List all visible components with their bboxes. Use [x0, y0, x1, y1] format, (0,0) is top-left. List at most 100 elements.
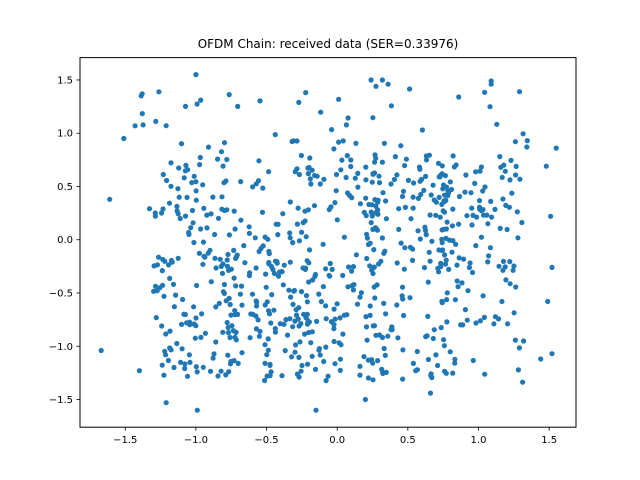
- data-point: [378, 258, 384, 264]
- data-point: [469, 205, 475, 211]
- data-point: [199, 311, 205, 317]
- data-point: [368, 209, 374, 215]
- data-point: [231, 247, 237, 253]
- y-tick-label: −1.5: [49, 395, 73, 406]
- data-point: [340, 272, 346, 279]
- data-point: [296, 305, 302, 311]
- data-point: [232, 308, 238, 314]
- data-point: [421, 187, 427, 193]
- data-point: [394, 260, 400, 266]
- data-point: [152, 213, 158, 219]
- data-point: [355, 170, 361, 176]
- data-point: [175, 186, 181, 192]
- data-point: [316, 291, 322, 297]
- data-point: [208, 279, 214, 285]
- data-point: [456, 193, 463, 200]
- data-point: [383, 216, 389, 222]
- data-point: [228, 312, 234, 318]
- data-point: [364, 255, 370, 262]
- data-point: [200, 239, 207, 245]
- x-tick-label: −0.5: [254, 435, 278, 446]
- data-point: [492, 314, 498, 320]
- data-point: [272, 258, 279, 264]
- data-point: [233, 337, 239, 343]
- data-point: [423, 173, 429, 179]
- data-point: [363, 177, 369, 183]
- data-point: [249, 291, 256, 297]
- data-point: [230, 328, 236, 334]
- data-point: [363, 195, 369, 201]
- data-point: [226, 232, 232, 238]
- data-point: [296, 354, 302, 360]
- data-point: [237, 291, 243, 297]
- data-point: [454, 262, 460, 268]
- data-point: [268, 320, 274, 326]
- data-point: [439, 300, 445, 306]
- x-axis: −1.5 −1.0 −0.5 0.0 0.5 1.0 1.5: [113, 427, 557, 446]
- data-point: [410, 194, 416, 200]
- data-point: [305, 361, 311, 367]
- data-point: [160, 171, 166, 178]
- data-point: [258, 245, 264, 252]
- data-point: [292, 349, 298, 355]
- data-point: [337, 356, 343, 362]
- data-point: [254, 303, 260, 309]
- data-point: [520, 131, 526, 137]
- data-point: [422, 224, 428, 230]
- data-point: [170, 281, 177, 287]
- data-point: [306, 260, 312, 266]
- data-point: [224, 207, 230, 213]
- data-point: [284, 332, 291, 338]
- data-point: [373, 225, 379, 231]
- data-point: [329, 266, 335, 272]
- data-point: [480, 188, 486, 194]
- data-point: [182, 361, 188, 367]
- data-point: [271, 270, 277, 277]
- data-point: [160, 206, 166, 212]
- data-point: [450, 206, 456, 212]
- data-point: [223, 298, 229, 304]
- y-tick-label: 0.5: [57, 182, 73, 193]
- data-point: [358, 290, 364, 296]
- data-point: [228, 358, 234, 365]
- data-point: [452, 360, 458, 366]
- data-point: [193, 364, 199, 370]
- data-point: [212, 231, 218, 238]
- data-point: [215, 215, 222, 221]
- data-point: [193, 315, 199, 321]
- data-point: [200, 182, 206, 188]
- data-point: [218, 149, 225, 155]
- data-point: [168, 183, 174, 189]
- data-point: [286, 287, 292, 293]
- data-point: [323, 344, 329, 350]
- data-point: [247, 335, 253, 341]
- data-point: [193, 188, 199, 194]
- data-point: [509, 190, 515, 196]
- data-point: [331, 326, 337, 332]
- data-point: [312, 271, 319, 278]
- data-point: [488, 81, 494, 87]
- data-point: [504, 226, 510, 233]
- data-point: [383, 369, 389, 375]
- data-point: [346, 264, 352, 270]
- data-point: [357, 363, 363, 369]
- data-point: [371, 247, 377, 253]
- data-point: [395, 335, 401, 341]
- data-point: [465, 288, 471, 294]
- data-point: [264, 352, 270, 358]
- data-point: [312, 366, 319, 372]
- data-point: [187, 359, 193, 365]
- data-point: [171, 364, 177, 371]
- data-point: [506, 204, 512, 210]
- data-point: [217, 256, 223, 262]
- data-point: [453, 162, 459, 168]
- data-point: [385, 333, 391, 339]
- data-point: [453, 241, 459, 247]
- data-point: [210, 194, 216, 200]
- data-point: [361, 209, 367, 215]
- data-point: [507, 177, 513, 183]
- data-point: [345, 115, 351, 121]
- data-point: [220, 163, 226, 169]
- data-point: [353, 252, 359, 258]
- data-point: [350, 287, 356, 293]
